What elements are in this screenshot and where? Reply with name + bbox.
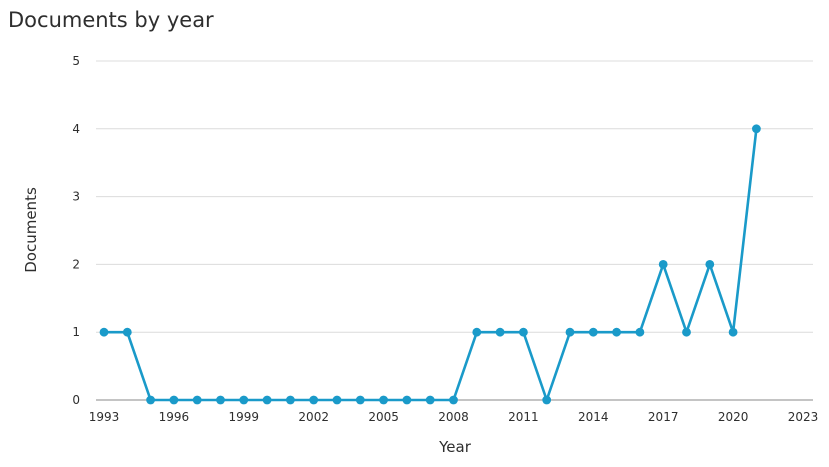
data-point[interactable]: [565, 327, 575, 337]
data-point[interactable]: [332, 395, 342, 405]
chart-title: Documents by year: [8, 8, 214, 32]
data-point[interactable]: [752, 124, 761, 134]
data-point[interactable]: [309, 395, 319, 405]
x-tick-label: 2020: [718, 410, 749, 424]
y-tick-labels: 0 1 2 3 4 5: [72, 54, 80, 407]
data-point[interactable]: [262, 395, 272, 405]
data-point[interactable]: [495, 327, 505, 337]
data-point[interactable]: [705, 260, 715, 269]
data-point[interactable]: [519, 327, 528, 337]
data-point[interactable]: [146, 395, 156, 405]
data-point[interactable]: [472, 327, 482, 337]
x-tick-label: 1996: [159, 410, 190, 424]
data-point[interactable]: [728, 327, 738, 337]
y-tick-label: 0: [72, 393, 80, 407]
data-point[interactable]: [612, 327, 621, 337]
y-tick-label: 5: [72, 54, 80, 68]
data-point[interactable]: [169, 395, 179, 405]
y-tick-label: 4: [72, 122, 80, 136]
x-axis-label: Year: [438, 438, 472, 456]
y-tick-label: 1: [72, 325, 80, 339]
data-point[interactable]: [122, 327, 132, 337]
data-point[interactable]: [239, 395, 249, 405]
data-point[interactable]: [99, 327, 109, 337]
x-tick-labels: 1993 1996 1999 2002 2005 2008 2011 2014 2017 2020…: [89, 410, 819, 424]
series-layer: [99, 124, 761, 405]
data-point[interactable]: [402, 395, 412, 405]
y-tick-label: 2: [72, 257, 80, 271]
data-point[interactable]: [355, 395, 365, 405]
gridlines: [96, 60, 813, 401]
y-tick-label: 3: [72, 190, 80, 204]
x-tick-label: 2008: [438, 410, 469, 424]
data-point[interactable]: [379, 395, 388, 405]
data-point[interactable]: [588, 327, 598, 337]
data-point[interactable]: [449, 395, 458, 405]
x-tick-label: 2014: [578, 410, 609, 424]
data-point[interactable]: [425, 395, 435, 405]
x-tick-label: 2023: [788, 410, 819, 424]
y-axis-label: Documents: [22, 187, 40, 273]
data-point[interactable]: [192, 395, 202, 405]
data-point[interactable]: [682, 327, 691, 337]
x-tick-label: 2005: [368, 410, 399, 424]
data-point[interactable]: [542, 395, 552, 405]
x-tick-label: 2011: [508, 410, 539, 424]
x-tick-label: 2002: [298, 410, 329, 424]
data-point[interactable]: [216, 395, 225, 405]
data-point[interactable]: [658, 260, 668, 269]
x-tick-label: 1993: [89, 410, 120, 424]
x-tick-label: 2017: [648, 410, 679, 424]
x-tick-label: 1999: [229, 410, 260, 424]
data-point[interactable]: [635, 327, 645, 337]
data-point[interactable]: [286, 395, 295, 405]
